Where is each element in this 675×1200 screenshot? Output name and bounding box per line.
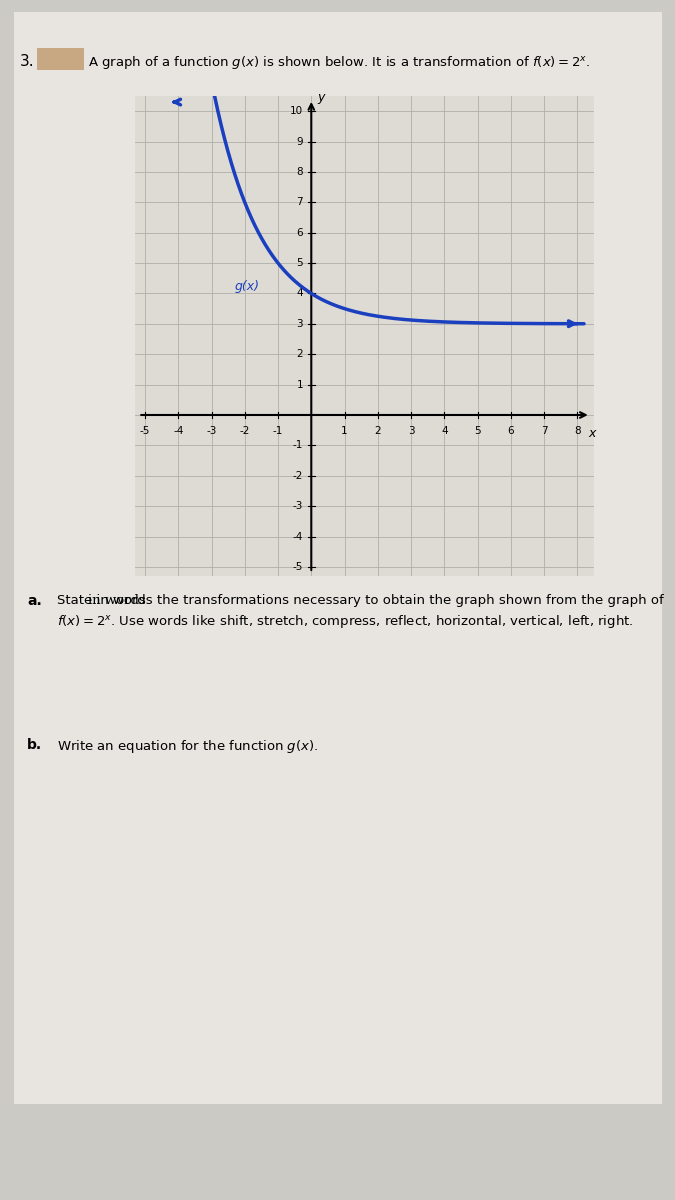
Text: 2: 2 [296,349,303,359]
Text: 1: 1 [296,379,303,390]
Text: -3: -3 [292,502,303,511]
Text: 3: 3 [408,426,414,436]
Text: -5: -5 [140,426,150,436]
Text: g(x): g(x) [235,281,260,294]
Text: 7: 7 [541,426,547,436]
Text: -5: -5 [292,562,303,572]
Text: -1: -1 [292,440,303,450]
Text: 10: 10 [290,106,303,116]
Text: -2: -2 [240,426,250,436]
Text: a.: a. [27,594,42,608]
Text: in words: in words [88,594,146,607]
Text: 5: 5 [296,258,303,268]
Text: 6: 6 [508,426,514,436]
Text: 4: 4 [441,426,448,436]
Text: Write an equation for the function $g(x)$.: Write an equation for the function $g(x)… [57,738,319,755]
Text: State in words the transformations necessary to obtain the graph shown from the : State in words the transformations neces… [57,594,664,630]
Text: 9: 9 [296,137,303,146]
Text: b.: b. [27,738,42,752]
Text: 1: 1 [342,426,348,436]
Text: 6: 6 [296,228,303,238]
Text: -2: -2 [292,470,303,481]
Text: 7: 7 [296,197,303,208]
Text: 3: 3 [296,319,303,329]
Bar [37,48,84,70]
Text: x: x [589,427,596,439]
Text: 8: 8 [574,426,580,436]
Text: -4: -4 [292,532,303,541]
Text: 2: 2 [375,426,381,436]
Text: -1: -1 [273,426,284,436]
Text: -3: -3 [207,426,217,436]
Text: -4: -4 [173,426,184,436]
Text: 5: 5 [475,426,481,436]
Text: 3.: 3. [20,54,35,68]
Text: 8: 8 [296,167,303,176]
Text: 4: 4 [296,288,303,299]
Text: A graph of a function $g(x)$ is shown below. It is a transformation of $f(x)=2^x: A graph of a function $g(x)$ is shown be… [88,54,591,71]
Text: y: y [317,91,325,104]
